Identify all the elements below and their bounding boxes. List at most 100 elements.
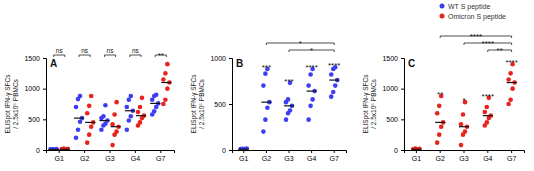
y-tick-mark [43, 89, 46, 90]
y-tick-label: 1000 [210, 55, 226, 62]
x-tick-label: G4 [307, 155, 316, 162]
median-line [49, 149, 59, 150]
data-point [165, 86, 170, 91]
data-point [85, 111, 90, 116]
y-tick: 0 [394, 147, 404, 154]
data-point [136, 110, 141, 115]
x-axis: G1G2G3G4G7 [405, 150, 525, 162]
median-line [74, 118, 84, 119]
annotations: ********************* [437, 32, 518, 105]
data-point [87, 132, 92, 137]
data-point [110, 143, 115, 148]
median-line [483, 115, 493, 116]
y-tick-mark [229, 58, 232, 59]
data-point [510, 86, 515, 91]
significance-label: ns [81, 47, 89, 54]
data-point [89, 94, 94, 99]
data-point [99, 127, 104, 132]
bracket [130, 55, 141, 57]
panel: 050010001500G1G2G3G4G7ELISpot IFN-γ SFCs… [4, 47, 175, 162]
data-point [459, 143, 464, 148]
y-tick-mark [43, 150, 46, 151]
y-tick-label: 500 [28, 116, 40, 123]
y-tick-label: 1500 [24, 55, 40, 62]
median-line [307, 91, 317, 92]
median-line [111, 126, 121, 127]
x-tick: G2 [436, 150, 445, 162]
x-tick: G4 [307, 150, 316, 162]
significance-label: ** [437, 90, 443, 99]
y-tick: 500 [214, 101, 232, 108]
data-point [288, 108, 293, 113]
median-line [60, 149, 70, 150]
significance-label: * [310, 46, 313, 55]
data-point [127, 118, 132, 123]
y-tick: 0 [36, 147, 46, 154]
data-point [437, 132, 442, 137]
data-point [114, 129, 119, 134]
axis-line [233, 151, 347, 154]
data-point [308, 104, 313, 109]
y-tick-mark [401, 150, 404, 151]
median-line [239, 149, 249, 150]
x-tick: G3 [105, 150, 114, 162]
y-axis-title: / 2.5x10⁵ PBMCs [12, 78, 19, 128]
x-axis: G1G2G3G4G7 [233, 150, 347, 162]
y-axis: 050010001500 [24, 55, 46, 154]
data-point [165, 62, 170, 67]
x-tick-label: G4 [483, 155, 492, 162]
y-tick-mark [229, 104, 232, 105]
x-tick: G7 [156, 150, 165, 162]
y-tick: 1000 [210, 55, 232, 62]
x-tick-label: G2 [80, 155, 89, 162]
x-tick-label: G1 [55, 155, 64, 162]
data-point [261, 83, 266, 88]
bracket [79, 55, 90, 57]
data-point [508, 97, 513, 102]
median-line [125, 110, 135, 111]
data-point [101, 114, 106, 119]
data-point [261, 129, 266, 134]
x-tick: G1 [55, 150, 64, 162]
y-tick-label: 500 [386, 116, 398, 123]
x-axis: G1G2G3G4G7 [47, 150, 175, 162]
x-tick: G7 [330, 150, 339, 162]
data-point [152, 109, 157, 114]
significance-label: ns [56, 47, 64, 54]
data-point [459, 122, 464, 127]
y-tick-label: 0 [394, 147, 398, 154]
y-tick-mark [401, 58, 404, 59]
y-axis: 05001000 [210, 55, 232, 154]
significance-label: ** [497, 46, 503, 55]
data-point [284, 117, 289, 122]
data-point [85, 140, 90, 145]
x-tick-mark [464, 150, 465, 153]
median-line [85, 122, 95, 123]
data-point [110, 122, 115, 127]
data-point [506, 102, 511, 107]
data-point [463, 129, 468, 134]
data-point [112, 112, 117, 117]
y-tick-label: 1000 [382, 85, 398, 92]
data-point [329, 94, 334, 99]
data-point [129, 94, 134, 99]
axis-line [405, 151, 525, 154]
panel-label: B [236, 58, 243, 69]
data-point [435, 140, 440, 145]
x-tick: G2 [262, 150, 271, 162]
y-tick: 1500 [24, 55, 46, 62]
x-tick: G4 [483, 150, 492, 162]
significance-label: ** [158, 51, 164, 60]
data-point [154, 93, 159, 98]
data-point [138, 105, 143, 110]
annotations: **************** [262, 39, 341, 86]
x-tick: G1 [239, 150, 248, 162]
legend-marker [440, 14, 445, 19]
data-point [87, 104, 92, 109]
median-line [136, 115, 146, 116]
data-point [138, 120, 143, 125]
data-point [483, 110, 488, 115]
data-point [435, 111, 440, 116]
data-point [114, 100, 119, 105]
x-tick-label: G7 [156, 155, 165, 162]
